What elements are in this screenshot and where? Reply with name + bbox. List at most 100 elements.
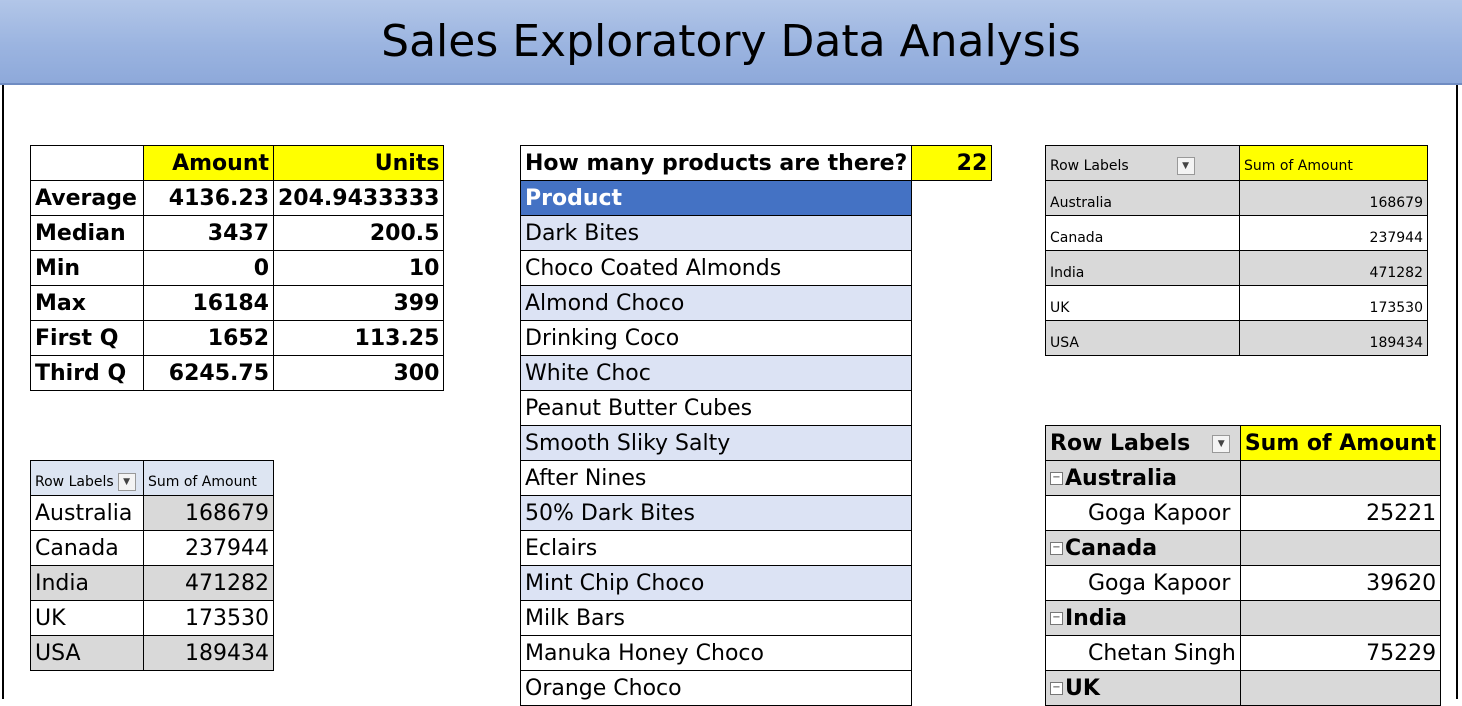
product-cell[interactable]: Manuka Honey Choco bbox=[519, 635, 913, 671]
filter-dropdown-icon[interactable]: ▼ bbox=[1176, 157, 1195, 175]
pivot-sub-row: Goga Kapoor 39620 bbox=[1045, 565, 1442, 601]
product-cell[interactable]: White Choc bbox=[519, 355, 913, 391]
stat-units[interactable]: 399 bbox=[272, 285, 445, 321]
pivot-country[interactable]: UK bbox=[30, 600, 144, 636]
pivot-group-value[interactable] bbox=[1239, 530, 1442, 566]
product-cell[interactable]: Eclairs bbox=[519, 530, 913, 566]
stat-units[interactable]: 113.25 bbox=[272, 320, 445, 356]
stats-row: First Q 1652 113.25 bbox=[30, 320, 445, 356]
collapse-icon[interactable]: − bbox=[1050, 682, 1063, 695]
stat-label[interactable]: Third Q bbox=[30, 355, 144, 391]
sum-of-amount-header[interactable]: Sum of Amount bbox=[143, 460, 274, 496]
stat-label[interactable]: Average bbox=[30, 180, 144, 216]
empty-cell[interactable] bbox=[912, 181, 992, 216]
row-labels-header[interactable]: Row Labels ▼ bbox=[30, 460, 144, 496]
stat-units[interactable]: 204.9433333 bbox=[272, 180, 445, 216]
pivot-group-value[interactable] bbox=[1239, 670, 1442, 706]
stat-label[interactable]: Min bbox=[30, 250, 144, 286]
pivot-amount[interactable]: 168679 bbox=[143, 495, 274, 531]
collapse-icon[interactable]: − bbox=[1050, 542, 1063, 555]
pivot-group-label[interactable]: − UK bbox=[1045, 670, 1241, 706]
pivot-sub-row: Chetan Singh 75229 bbox=[1045, 635, 1442, 671]
product-row: White Choc bbox=[519, 355, 992, 391]
product-cell[interactable]: Dark Bites bbox=[519, 215, 913, 251]
pivot-amount[interactable]: 173530 bbox=[1239, 285, 1428, 321]
pivot-amount[interactable]: 25221 bbox=[1239, 495, 1442, 531]
pivot-country[interactable]: Canada bbox=[1045, 215, 1240, 251]
product-row: Manuka Honey Choco bbox=[519, 635, 992, 671]
pivot-amount[interactable]: 173530 bbox=[143, 600, 274, 636]
row-labels-text: Row Labels bbox=[1050, 430, 1191, 456]
sum-of-amount-header[interactable]: Sum of Amount bbox=[1239, 145, 1428, 181]
pivot-amount[interactable]: 75229 bbox=[1239, 635, 1442, 671]
product-cell[interactable]: 50% Dark Bites bbox=[519, 495, 913, 531]
pivot-amount[interactable]: 189434 bbox=[1239, 320, 1428, 356]
pivot-country[interactable]: India bbox=[30, 565, 144, 601]
product-count-value[interactable]: 22 bbox=[911, 145, 993, 181]
product-cell[interactable]: Almond Choco bbox=[519, 285, 913, 321]
pivot-amount[interactable]: 471282 bbox=[1239, 250, 1428, 286]
pivot-row: UK 173530 bbox=[30, 600, 274, 636]
stat-amount[interactable]: 3437 bbox=[143, 215, 274, 251]
product-cell[interactable]: After Nines bbox=[519, 460, 913, 496]
pivot-country[interactable]: USA bbox=[1045, 320, 1240, 356]
pivot-country[interactable]: UK bbox=[1045, 285, 1240, 321]
pivot-person[interactable]: Goga Kapoor bbox=[1045, 565, 1241, 601]
row-labels-header[interactable]: Row Labels ▼ bbox=[1045, 425, 1241, 461]
stat-label[interactable]: First Q bbox=[30, 320, 144, 356]
pivot-group-value[interactable] bbox=[1239, 600, 1442, 636]
filter-active-icon[interactable]: ▼ bbox=[1212, 434, 1231, 453]
stat-units[interactable]: 10 bbox=[272, 250, 445, 286]
units-header[interactable]: Units bbox=[272, 145, 445, 181]
stat-amount[interactable]: 1652 bbox=[143, 320, 274, 356]
pivot-country[interactable]: Australia bbox=[30, 495, 144, 531]
stat-units[interactable]: 300 bbox=[272, 355, 445, 391]
pivot-amount[interactable]: 471282 bbox=[143, 565, 274, 601]
pivot-group-value[interactable] bbox=[1239, 460, 1442, 496]
stat-units[interactable]: 200.5 bbox=[272, 215, 445, 251]
stat-label[interactable]: Median bbox=[30, 215, 144, 251]
pivot-sub-row: Goga Kapoor 25221 bbox=[1045, 495, 1442, 531]
stat-amount[interactable]: 4136.23 bbox=[143, 180, 274, 216]
product-cell[interactable]: Milk Bars bbox=[519, 600, 913, 636]
stat-amount[interactable]: 16184 bbox=[143, 285, 274, 321]
product-cell[interactable]: Smooth Sliky Salty bbox=[519, 425, 913, 461]
pivot-country[interactable]: Australia bbox=[1045, 180, 1240, 216]
product-cell[interactable]: Peanut Butter Cubes bbox=[519, 390, 913, 426]
pivot-amount[interactable]: 189434 bbox=[143, 635, 274, 671]
product-count-question[interactable]: How many products are there? bbox=[519, 145, 913, 181]
stats-row: Max 16184 399 bbox=[30, 285, 445, 321]
product-cell[interactable]: Mint Chip Choco bbox=[519, 565, 913, 601]
product-cell[interactable]: Choco Coated Almonds bbox=[519, 250, 913, 286]
pivot-group-label[interactable]: − Australia bbox=[1045, 460, 1241, 496]
pivot-group-label[interactable]: − India bbox=[1045, 600, 1241, 636]
product-column-header[interactable]: Product bbox=[519, 180, 913, 216]
product-cell[interactable]: Orange Choco bbox=[519, 670, 913, 706]
stat-amount[interactable]: 6245.75 bbox=[143, 355, 274, 391]
filter-dropdown-icon[interactable]: ▼ bbox=[117, 473, 136, 491]
row-labels-header[interactable]: Row Labels ▼ bbox=[1045, 145, 1240, 181]
pivot-country[interactable]: USA bbox=[30, 635, 144, 671]
sum-of-amount-header[interactable]: Sum of Amount bbox=[1239, 425, 1442, 461]
stats-corner-cell[interactable] bbox=[30, 145, 144, 181]
product-row: Peanut Butter Cubes bbox=[519, 390, 992, 426]
group-country: UK bbox=[1065, 675, 1100, 701]
pivot-person[interactable]: Chetan Singh bbox=[1045, 635, 1241, 671]
stat-label[interactable]: Max bbox=[30, 285, 144, 321]
pivot-group-row: − UK bbox=[1045, 670, 1442, 706]
product-row: Eclairs bbox=[519, 530, 992, 566]
pivot-group-label[interactable]: − Canada bbox=[1045, 530, 1241, 566]
product-cell[interactable]: Drinking Coco bbox=[519, 320, 913, 356]
amount-header[interactable]: Amount bbox=[143, 145, 274, 181]
pivot-amount[interactable]: 237944 bbox=[143, 530, 274, 566]
stats-row: Median 3437 200.5 bbox=[30, 215, 445, 251]
pivot-amount[interactable]: 39620 bbox=[1239, 565, 1442, 601]
stat-amount[interactable]: 0 bbox=[143, 250, 274, 286]
collapse-icon[interactable]: − bbox=[1050, 472, 1063, 485]
pivot-amount[interactable]: 237944 bbox=[1239, 215, 1428, 251]
collapse-icon[interactable]: − bbox=[1050, 612, 1063, 625]
pivot-country[interactable]: India bbox=[1045, 250, 1240, 286]
pivot-country[interactable]: Canada bbox=[30, 530, 144, 566]
pivot-person[interactable]: Goga Kapoor bbox=[1045, 495, 1241, 531]
pivot-amount[interactable]: 168679 bbox=[1239, 180, 1428, 216]
